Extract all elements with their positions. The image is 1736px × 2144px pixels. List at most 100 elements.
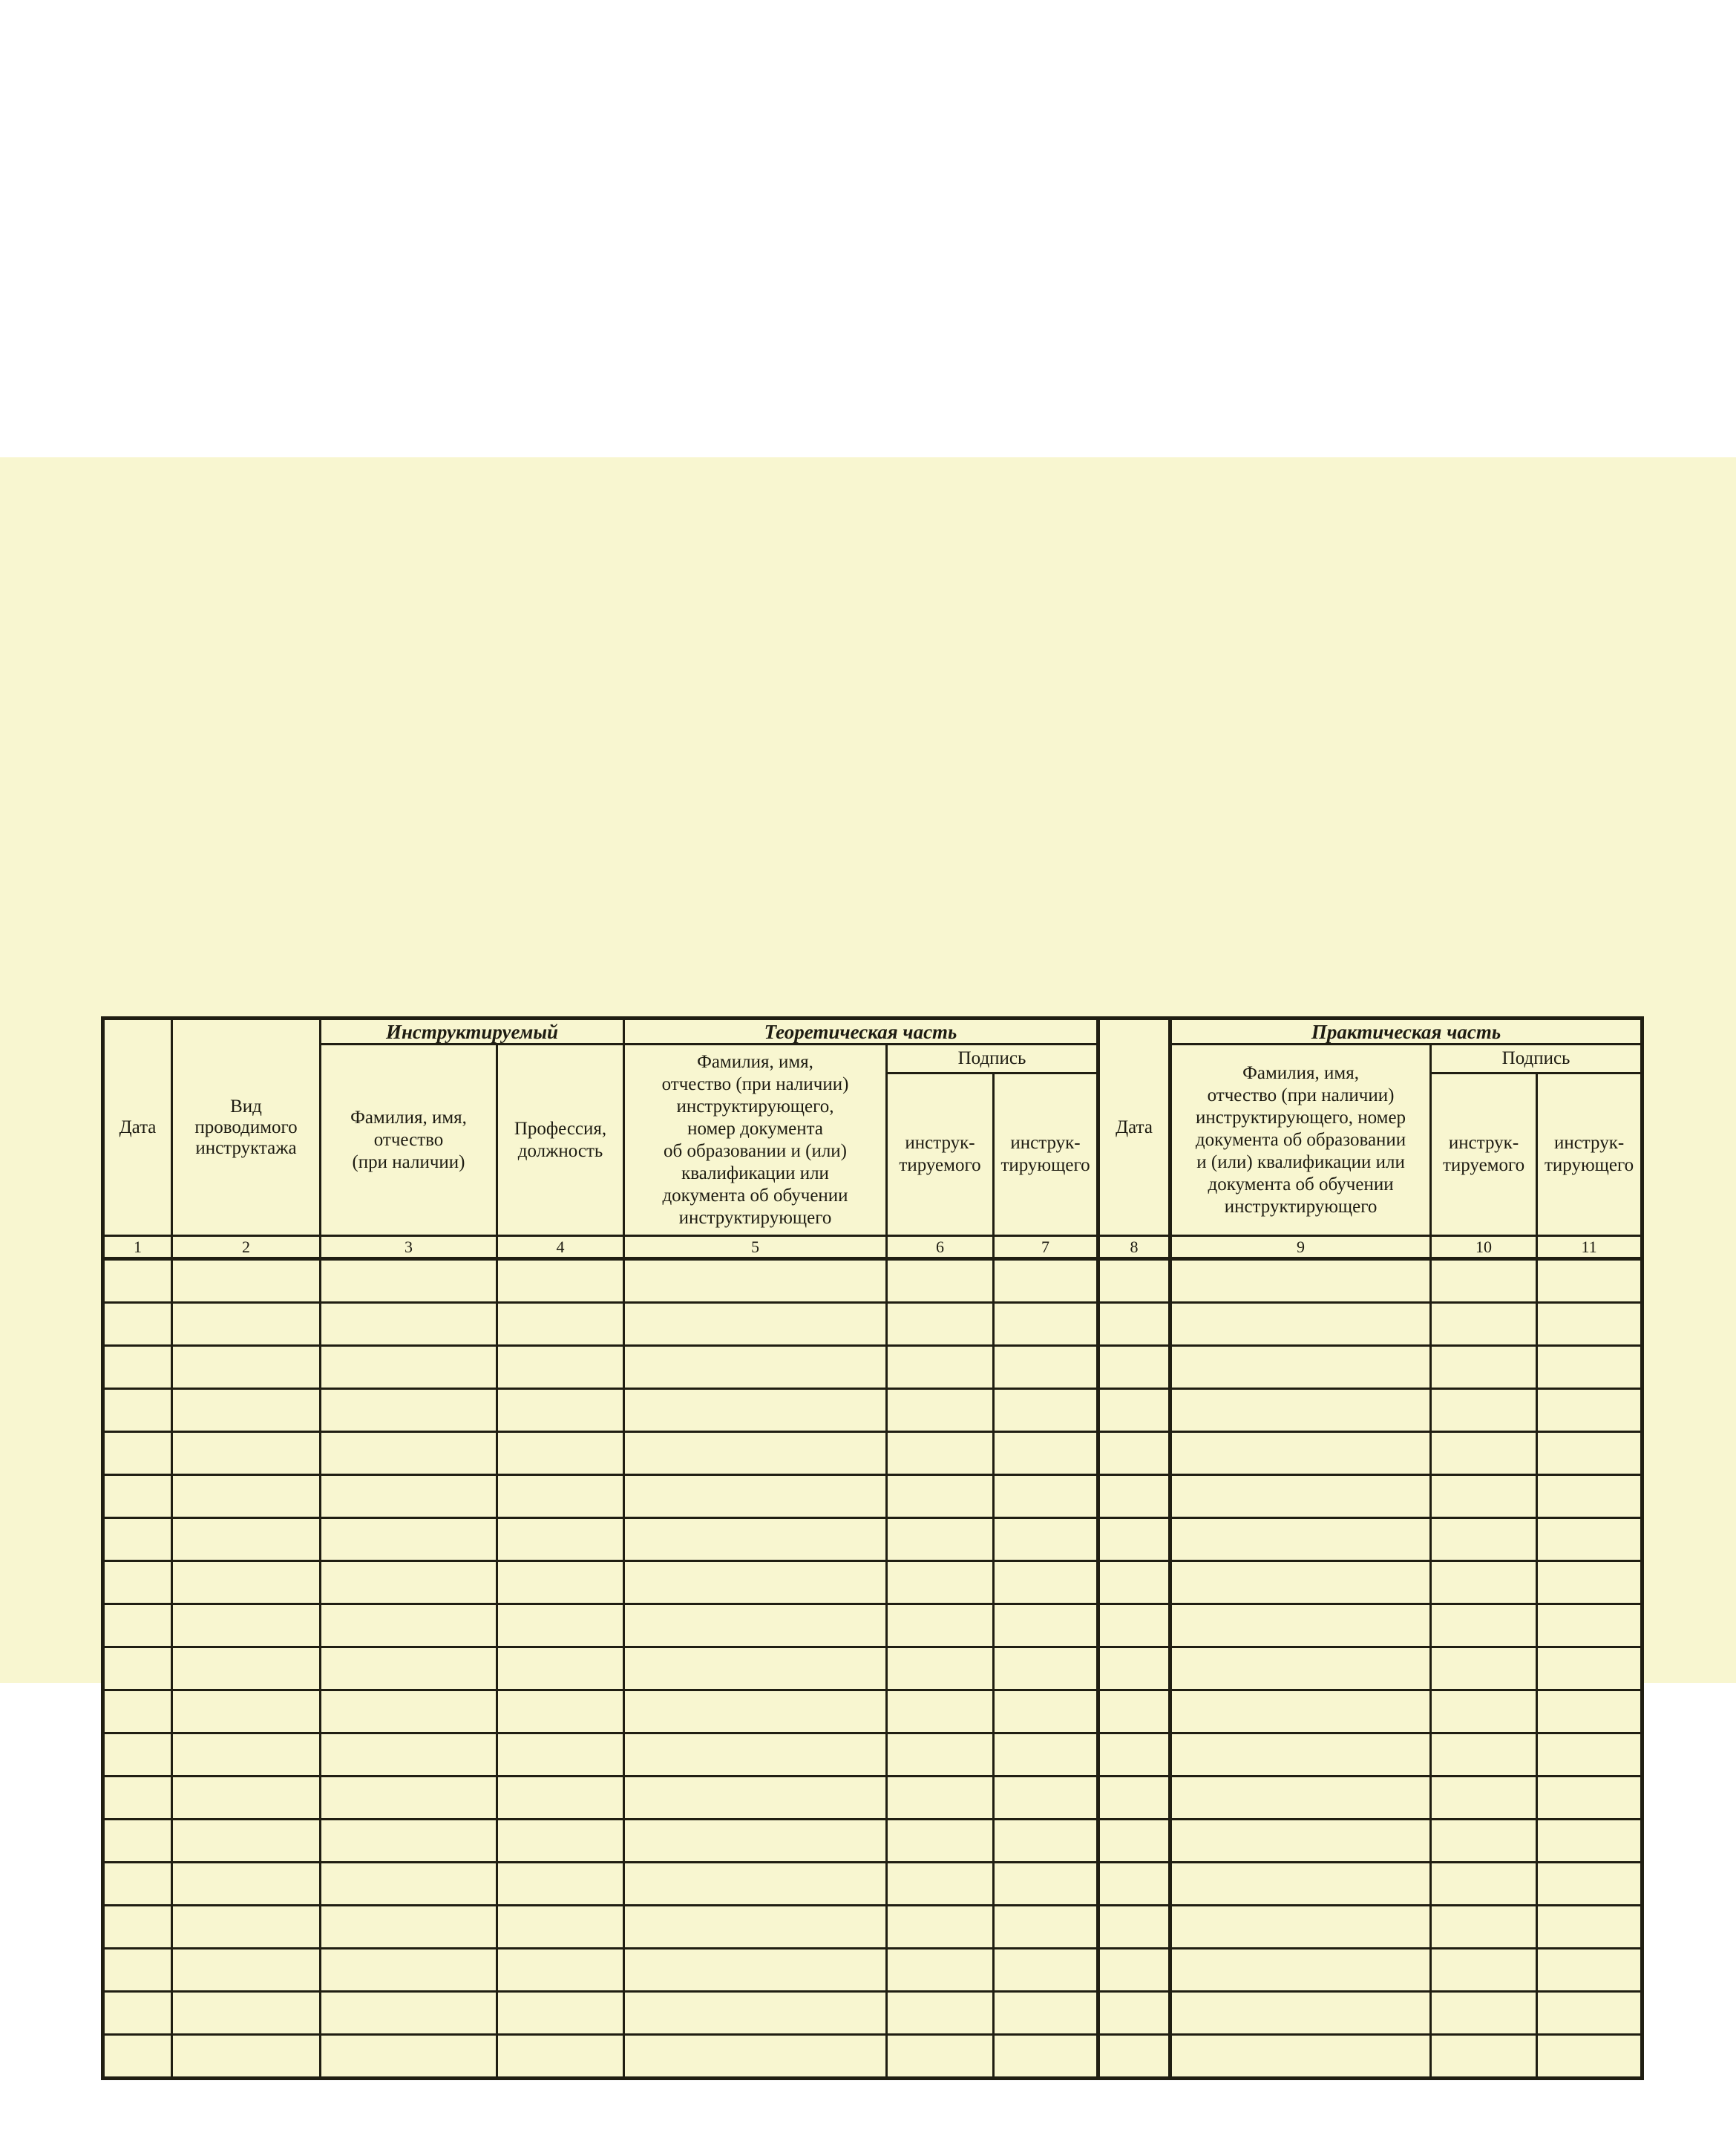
empty-cell	[623, 1990, 888, 2036]
header-date-practice: Дата	[1096, 1017, 1173, 1237]
empty-cell	[885, 1732, 995, 1777]
empty-cell	[171, 1861, 321, 1906]
empty-cell	[1536, 1603, 1644, 1648]
empty-cell	[171, 1947, 321, 1993]
table-row	[102, 1947, 1644, 1993]
empty-cell	[1536, 1861, 1644, 1906]
empty-cell	[319, 1818, 498, 1863]
table-row	[102, 1474, 1644, 1519]
empty-cell	[992, 1861, 1100, 1906]
empty-cell	[1536, 2033, 1644, 2079]
empty-cell	[885, 1775, 995, 1820]
empty-cell	[319, 1474, 498, 1519]
empty-cell	[1429, 1474, 1539, 1519]
empty-cell	[102, 1818, 173, 1863]
empty-cell	[1096, 2033, 1173, 2079]
empty-cell	[319, 1689, 498, 1734]
empty-cell	[623, 2033, 888, 2079]
empty-cell	[1429, 1818, 1539, 1863]
empty-cell	[102, 1603, 173, 1648]
empty-cell	[885, 1258, 995, 1304]
header-instructor-theory: Фамилия, имя, отчество (при наличии) инс…	[623, 1043, 888, 1237]
empty-cell	[319, 1388, 498, 1433]
empty-cell	[319, 1775, 498, 1820]
empty-cell	[992, 1560, 1100, 1605]
empty-cell	[1429, 1258, 1539, 1304]
empty-cell	[623, 1861, 888, 1906]
empty-cell	[623, 1732, 888, 1777]
empty-cell	[319, 1904, 498, 1949]
empty-cell	[102, 1301, 173, 1347]
empty-cell	[992, 1689, 1100, 1734]
empty-cell	[319, 1301, 498, 1347]
empty-cell	[1169, 2033, 1432, 2079]
empty-cell	[1429, 1431, 1539, 1476]
empty-cell	[992, 1517, 1100, 1562]
empty-cell	[319, 1258, 498, 1304]
empty-cell	[171, 1775, 321, 1820]
empty-cell	[885, 1646, 995, 1691]
empty-cell	[319, 2033, 498, 2079]
empty-cell	[1536, 1344, 1644, 1390]
empty-cell	[1429, 1775, 1539, 1820]
empty-cell	[102, 1474, 173, 1519]
empty-cell	[1169, 1603, 1432, 1648]
header-sig-instructor-practice: инструк- тирующего	[1536, 1072, 1644, 1237]
table-row	[102, 1646, 1644, 1691]
empty-cell	[102, 1861, 173, 1906]
empty-cell	[319, 1344, 498, 1390]
empty-cell	[623, 1258, 888, 1304]
empty-cell	[171, 1388, 321, 1433]
empty-cell	[992, 1344, 1100, 1390]
empty-cell	[1169, 1990, 1432, 2036]
empty-cell	[1429, 1560, 1539, 1605]
empty-cell	[1429, 1301, 1539, 1347]
table-header: Дата Вид проводимого инструктажа Инструк…	[102, 1017, 1644, 1261]
table-body	[102, 1258, 1644, 2079]
empty-cell	[623, 1818, 888, 1863]
empty-cell	[495, 1818, 626, 1863]
table-row	[102, 1388, 1644, 1433]
empty-cell	[1536, 1517, 1644, 1562]
empty-cell	[1429, 2033, 1539, 2079]
empty-cell	[495, 1258, 626, 1304]
empty-cell	[1096, 1517, 1173, 1562]
table-row	[102, 1258, 1644, 1304]
empty-cell	[885, 1560, 995, 1605]
empty-cell	[992, 2033, 1100, 2079]
empty-cell	[102, 1990, 173, 2036]
empty-cell	[495, 1344, 626, 1390]
empty-cell	[623, 1603, 888, 1648]
empty-cell	[319, 1517, 498, 1562]
empty-cell	[319, 1560, 498, 1605]
empty-cell	[1169, 1775, 1432, 1820]
empty-cell	[1536, 1560, 1644, 1605]
empty-cell	[171, 1904, 321, 1949]
empty-cell	[1096, 1818, 1173, 1863]
column-number-row: 1 2 3 4 5 6 7 8 9 10 11	[102, 1235, 1644, 1261]
empty-cell	[1096, 1861, 1173, 1906]
empty-cell	[1169, 1947, 1432, 1993]
table-row	[102, 1689, 1644, 1734]
empty-cell	[992, 1947, 1100, 1993]
group-header-instructed: Инструктируемый	[318, 1017, 626, 1045]
empty-cell	[885, 1689, 995, 1734]
empty-cell	[319, 1990, 498, 2036]
empty-cell	[1429, 1904, 1539, 1949]
empty-cell	[1096, 1947, 1173, 1993]
empty-cell	[1096, 1689, 1173, 1734]
empty-cell	[623, 1947, 888, 1993]
empty-cell	[1096, 1344, 1173, 1390]
empty-cell	[1169, 1388, 1432, 1433]
empty-cell	[171, 1603, 321, 1648]
empty-cell	[1096, 1560, 1173, 1605]
column-number-cell: 4	[495, 1235, 626, 1261]
empty-cell	[992, 1603, 1100, 1648]
empty-cell	[885, 1301, 995, 1347]
empty-cell	[1096, 1258, 1173, 1304]
empty-cell	[1429, 1517, 1539, 1562]
empty-cell	[623, 1474, 888, 1519]
table-row	[102, 2033, 1644, 2079]
empty-cell	[992, 1818, 1100, 1863]
empty-cell	[319, 1732, 498, 1777]
